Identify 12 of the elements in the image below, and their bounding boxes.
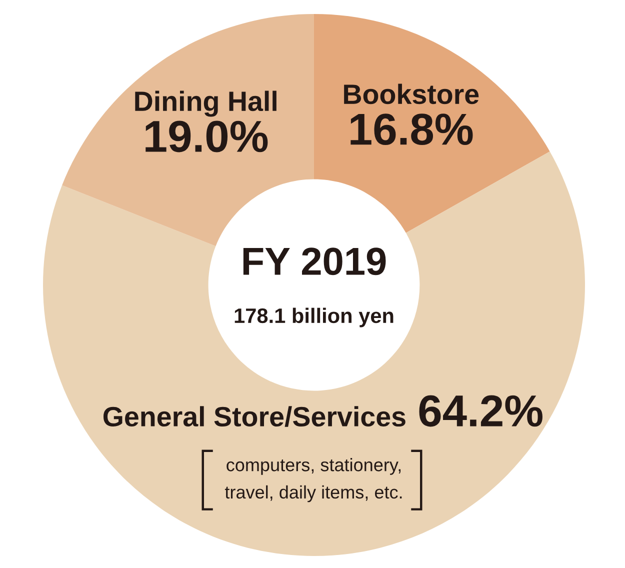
slice-label: General Store/Services: [103, 406, 406, 427]
data-label: 16.8%: [350, 114, 473, 146]
donut-slice: [62, 14, 314, 246]
text: FY 2019: [243, 248, 386, 276]
text: 178.1 billion yen: [234, 308, 394, 328]
data-label: 19.0%: [146, 120, 268, 152]
slice-label: Dining Hall: [135, 90, 276, 117]
data-label: 64.2%: [419, 395, 542, 427]
text: computers, stationery, travel, daily items, etc.: [224, 458, 402, 502]
slice-label: Bookstore: [344, 84, 479, 104]
donut-slice: [43, 151, 585, 556]
donut-slice: [314, 14, 550, 233]
